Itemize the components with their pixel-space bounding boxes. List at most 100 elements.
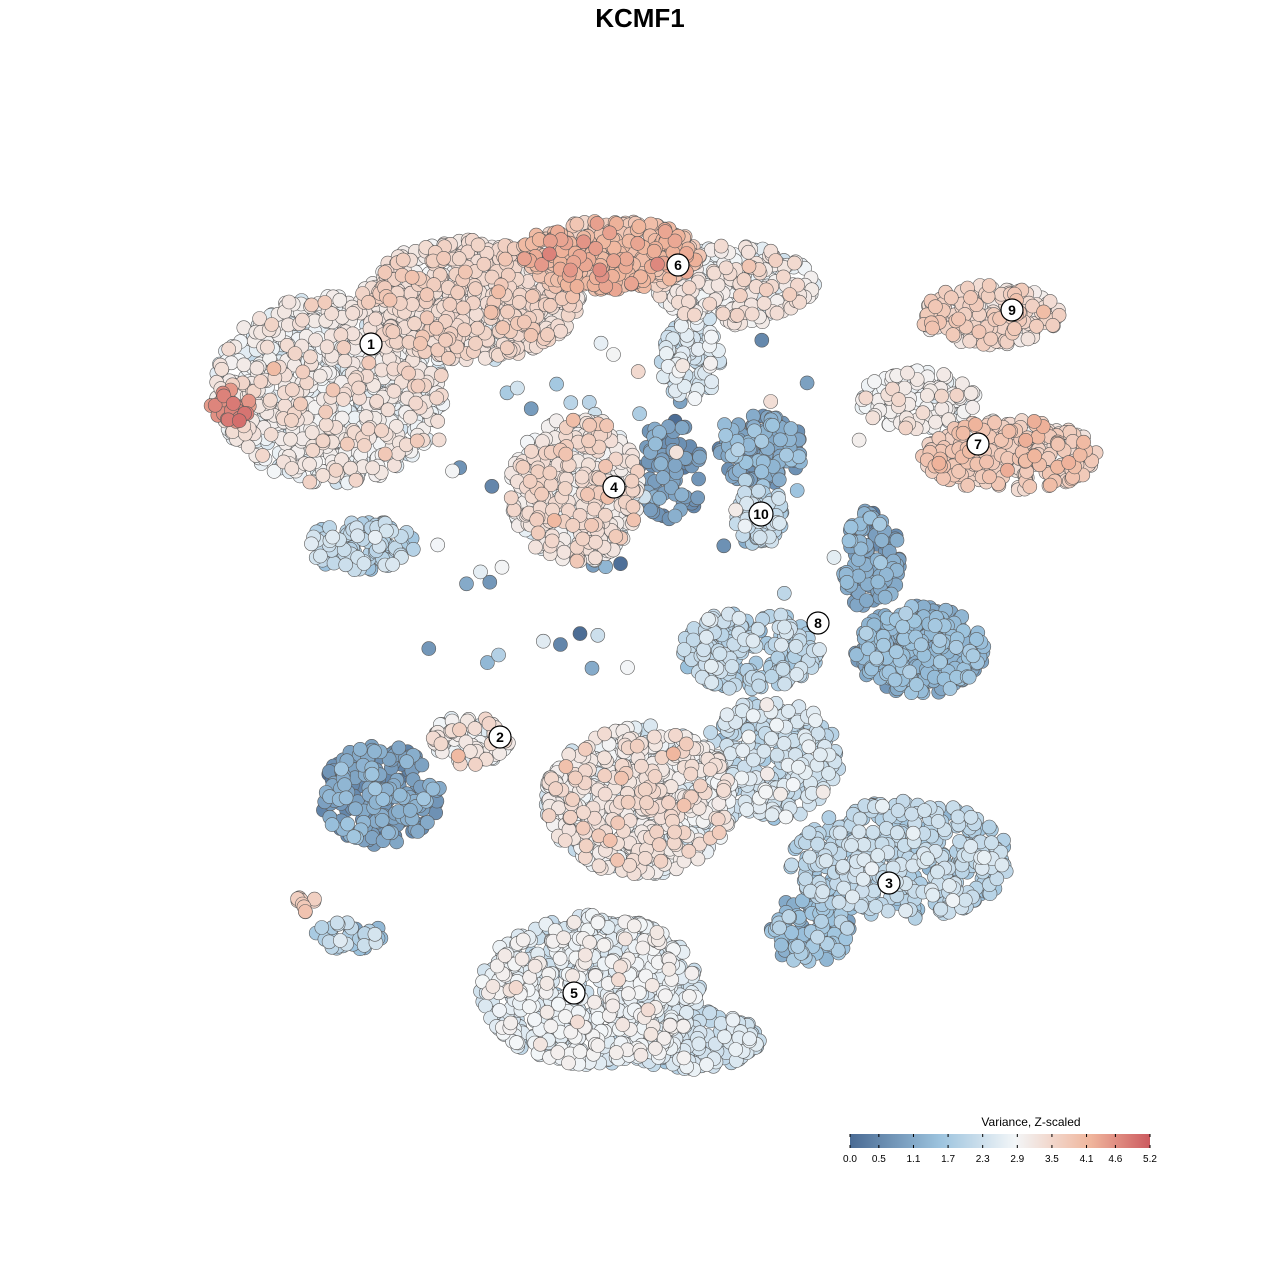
scatter-point (691, 1036, 707, 1052)
scatter-point (523, 401, 539, 417)
scatter-point (790, 939, 806, 954)
scatter-point (856, 837, 872, 852)
scatter-point (876, 637, 891, 653)
scatter-point (392, 787, 408, 803)
scatter-point (543, 1019, 559, 1034)
scatter-point (596, 937, 612, 953)
scatter-point (859, 593, 874, 608)
scatter-point (332, 933, 348, 948)
scatter-point (430, 537, 446, 553)
scatter-point (751, 483, 766, 499)
scatter-point (535, 633, 551, 649)
scatter-point (888, 644, 904, 660)
scatter-point (835, 859, 851, 874)
scatter-point (909, 677, 924, 692)
scatter-point (930, 864, 945, 880)
scatter-point (549, 376, 564, 392)
scatter-point (674, 487, 690, 503)
scatter-point (703, 658, 719, 674)
scatter-point (313, 548, 328, 564)
scatter-point (932, 654, 948, 670)
scatter-point (858, 625, 874, 641)
scatter-point (927, 618, 943, 633)
scatter-point (889, 532, 905, 548)
scatter-point (674, 318, 689, 334)
scatter-point (367, 529, 383, 545)
scatter-point (701, 611, 716, 627)
scatter-point (745, 633, 761, 649)
scatter-point (350, 528, 365, 544)
scatter-point (699, 629, 714, 645)
scatter-point (613, 556, 628, 572)
scatter-point (773, 432, 788, 448)
scatter-point (788, 639, 804, 654)
scatter-point (771, 472, 787, 488)
scatter-point (712, 646, 728, 662)
scatter-point (890, 803, 906, 818)
scatter-point (932, 632, 948, 648)
scatter-point (887, 672, 903, 688)
scatter-point (965, 648, 981, 664)
scatter-point (963, 839, 979, 854)
scatter-point (552, 951, 568, 966)
scatter-point (874, 533, 890, 548)
scatter-point (324, 817, 340, 832)
scatter-point (815, 884, 831, 900)
scatter-point (869, 650, 884, 666)
scatter-point (590, 627, 606, 643)
scatter-point (843, 519, 859, 535)
scatter-point (751, 678, 767, 694)
scatter-point (737, 473, 753, 488)
scatter-point (563, 395, 579, 411)
scatter-point (687, 391, 703, 406)
scatter-point (821, 766, 836, 781)
scatter-point (872, 516, 888, 532)
scatter-point (778, 809, 794, 825)
scatter-point (851, 824, 867, 840)
scatter-point (852, 811, 868, 827)
scatter-point (801, 825, 817, 841)
scatter-point (776, 585, 792, 601)
scatter-point (868, 899, 884, 914)
scatter-point (584, 660, 600, 676)
scatter-point (593, 335, 609, 351)
scatter-point (620, 660, 635, 675)
scatter-point (717, 1029, 732, 1045)
scatter-point (304, 536, 319, 552)
scatter-point (608, 1045, 624, 1060)
scatter-point (737, 518, 753, 534)
scatter-point (459, 576, 474, 592)
scatter-point (799, 375, 815, 391)
scatter-point (704, 374, 720, 390)
scatter-point (867, 374, 882, 389)
scatter-point (948, 639, 964, 655)
scatter-point (904, 806, 920, 822)
scatter-point (810, 929, 825, 945)
scatter-point (391, 740, 407, 756)
scatter-point (789, 667, 805, 682)
scatter-point (648, 436, 663, 452)
scatter-point (635, 940, 651, 956)
scatter-point (632, 406, 647, 422)
scatter-point (735, 743, 751, 758)
scatter-point (773, 937, 789, 953)
scatter-point (839, 920, 855, 936)
scatter-point (338, 557, 354, 573)
scatter-point (814, 913, 829, 929)
scatter-point (898, 606, 914, 621)
scatter-point (777, 619, 792, 635)
scatter-point (691, 471, 706, 487)
scatter-point (590, 1038, 606, 1053)
scatter-point (515, 932, 531, 948)
scatter-point (801, 739, 817, 755)
scatter-point (374, 812, 390, 828)
scatter-point (553, 637, 568, 652)
scatter-point (942, 878, 957, 893)
scatter-point (667, 458, 683, 473)
scatter-point (945, 893, 961, 908)
scatter-point (864, 861, 880, 877)
scatter-point (976, 850, 992, 865)
scatter-point (482, 574, 498, 590)
scatter-point (933, 901, 949, 917)
scatter-point (550, 1045, 566, 1060)
